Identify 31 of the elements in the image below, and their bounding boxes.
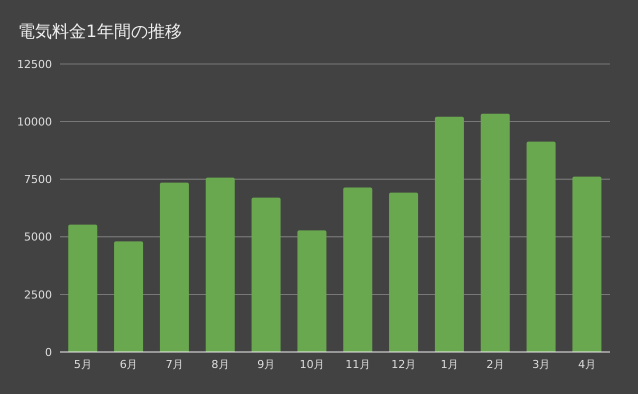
bar bbox=[114, 241, 144, 352]
x-tick-label: 5月 bbox=[74, 358, 92, 371]
x-tick-label: 8月 bbox=[211, 358, 230, 371]
chart-title: 電気料金1年間の推移 bbox=[18, 21, 182, 43]
bar bbox=[526, 142, 556, 352]
y-tick-label: 10000 bbox=[17, 116, 52, 129]
x-tick-label: 2月 bbox=[486, 358, 504, 371]
x-tick-label: 10月 bbox=[300, 358, 325, 371]
y-tick-label: 5000 bbox=[24, 230, 52, 244]
x-tick-label: 1月 bbox=[440, 358, 459, 371]
x-tick-label: 12月 bbox=[391, 358, 416, 371]
x-tick-label: 6月 bbox=[120, 358, 138, 371]
x-tick-label: 9月 bbox=[257, 358, 276, 371]
bar bbox=[389, 192, 418, 352]
bar bbox=[206, 178, 235, 352]
y-tick-label: 7500 bbox=[24, 173, 52, 186]
bar bbox=[252, 198, 281, 352]
y-tick-label: 0 bbox=[45, 346, 52, 359]
bar bbox=[480, 114, 510, 352]
x-tick-label: 4月 bbox=[578, 358, 596, 371]
bar bbox=[572, 176, 602, 352]
bar bbox=[343, 187, 372, 352]
bar bbox=[297, 230, 326, 352]
bar bbox=[68, 224, 98, 352]
x-tick-label: 7月 bbox=[166, 358, 184, 371]
x-tick-label: 11月 bbox=[345, 358, 370, 371]
bar bbox=[160, 182, 189, 352]
y-tick-label: 12500 bbox=[17, 58, 52, 71]
y-tick-label: 2500 bbox=[24, 288, 52, 302]
bar bbox=[434, 116, 464, 352]
x-tick-label: 3月 bbox=[532, 358, 550, 371]
